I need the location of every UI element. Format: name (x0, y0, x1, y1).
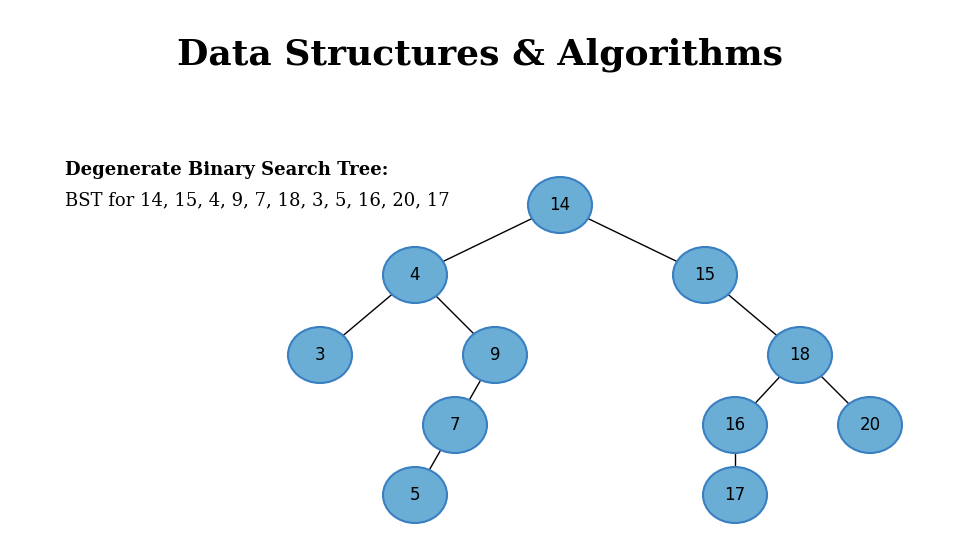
Text: Degenerate Binary Search Tree:: Degenerate Binary Search Tree: (65, 161, 389, 179)
Text: BST for 14, 15, 4, 9, 7, 18, 3, 5, 16, 20, 17: BST for 14, 15, 4, 9, 7, 18, 3, 5, 16, 2… (65, 191, 449, 209)
Ellipse shape (703, 467, 767, 523)
Ellipse shape (383, 247, 447, 303)
Ellipse shape (383, 467, 447, 523)
Text: 3: 3 (315, 346, 325, 364)
Text: 17: 17 (725, 486, 746, 504)
Text: 4: 4 (410, 266, 420, 284)
Ellipse shape (703, 397, 767, 453)
Ellipse shape (528, 177, 592, 233)
Text: 18: 18 (789, 346, 810, 364)
Text: 9: 9 (490, 346, 500, 364)
Text: 7: 7 (449, 416, 460, 434)
Text: 16: 16 (725, 416, 746, 434)
Ellipse shape (673, 247, 737, 303)
Text: 15: 15 (694, 266, 715, 284)
Text: 14: 14 (549, 196, 570, 214)
Text: Data Structures & Algorithms: Data Structures & Algorithms (177, 38, 783, 72)
Ellipse shape (838, 397, 902, 453)
Text: 20: 20 (859, 416, 880, 434)
Text: 5: 5 (410, 486, 420, 504)
Ellipse shape (463, 327, 527, 383)
Ellipse shape (288, 327, 352, 383)
Ellipse shape (423, 397, 487, 453)
Ellipse shape (768, 327, 832, 383)
